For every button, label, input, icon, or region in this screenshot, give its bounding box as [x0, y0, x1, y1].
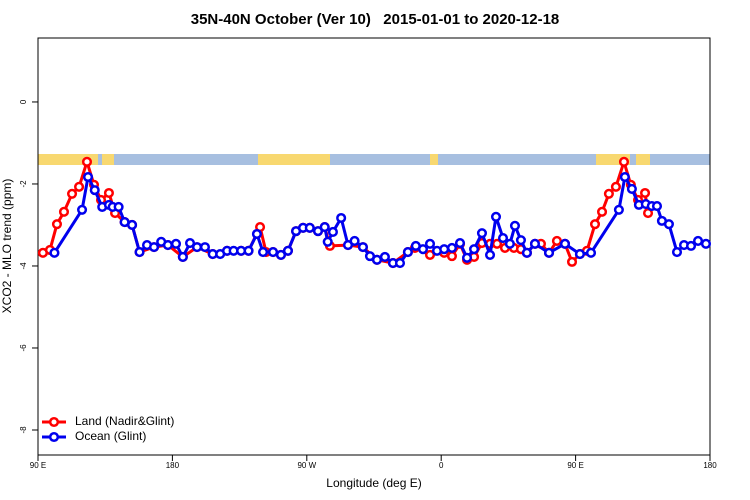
point — [424, 238, 436, 249]
point — [529, 238, 541, 249]
chart-title: 35N-40N October (Ver 10) 2015-01-01 to 2… — [191, 11, 560, 28]
point — [275, 249, 287, 260]
point — [379, 251, 390, 263]
point — [446, 251, 458, 262]
point — [446, 242, 458, 253]
point — [589, 219, 601, 230]
point — [319, 221, 330, 233]
point — [574, 249, 585, 260]
point — [191, 242, 203, 253]
point — [113, 201, 124, 212]
point — [170, 238, 182, 249]
point — [700, 238, 712, 249]
point — [77, 204, 88, 215]
point — [327, 226, 338, 237]
point — [454, 237, 466, 249]
point — [639, 187, 651, 199]
point — [484, 249, 496, 260]
point — [371, 254, 383, 265]
point — [74, 181, 85, 192]
point — [685, 240, 697, 251]
point — [268, 246, 279, 258]
point — [618, 156, 630, 167]
point — [585, 247, 597, 258]
point — [693, 235, 704, 247]
point — [461, 252, 473, 263]
legend-label: Ocean (Glint) — [75, 429, 146, 443]
y-tick-label: -4 — [19, 262, 28, 270]
point — [349, 235, 360, 247]
y-tick-label: -6 — [19, 344, 28, 352]
point — [476, 228, 488, 239]
point — [134, 246, 145, 258]
point — [551, 235, 562, 247]
point — [81, 156, 93, 167]
point — [543, 247, 555, 258]
x-axis-label: Longitude (deg E) — [326, 476, 421, 490]
x-tick-label: 180 — [166, 461, 180, 470]
point — [82, 171, 94, 183]
x-tick-label: 90 W — [297, 461, 316, 470]
point — [417, 244, 429, 255]
point — [357, 242, 368, 253]
point — [651, 201, 663, 212]
point — [566, 256, 578, 267]
point — [257, 246, 269, 258]
point — [177, 251, 188, 263]
land-ocean-strip — [38, 154, 710, 165]
x-tick-label: 180 — [703, 461, 717, 470]
point — [504, 238, 515, 249]
point — [199, 242, 211, 253]
point — [51, 219, 63, 230]
point — [424, 249, 436, 260]
point — [58, 206, 70, 217]
point — [251, 228, 262, 240]
y-tick-label: -2 — [19, 180, 28, 188]
point — [394, 258, 406, 269]
point — [243, 245, 254, 256]
point — [663, 219, 674, 230]
x-tick-label: 0 — [439, 461, 444, 470]
point — [671, 246, 683, 258]
legend: Land (Nadir&Glint)Ocean (Glint) — [42, 414, 174, 443]
point — [469, 244, 480, 255]
point — [322, 236, 333, 247]
x-tick-label: 90 E — [30, 461, 46, 470]
point — [490, 211, 502, 222]
point — [103, 187, 114, 199]
point — [49, 247, 60, 258]
point — [184, 237, 196, 249]
x-tick-label: 90 E — [567, 461, 583, 470]
legend-label: Land (Nadir&Glint) — [75, 414, 174, 428]
point — [596, 206, 608, 217]
point — [613, 204, 624, 215]
point — [559, 238, 571, 249]
point — [66, 188, 78, 199]
point — [515, 235, 526, 246]
point — [282, 245, 294, 256]
point — [626, 183, 637, 194]
point — [610, 181, 621, 192]
point — [497, 233, 509, 244]
point — [619, 171, 630, 183]
y-tick-label: 0 — [19, 99, 28, 104]
y-axis-label: XCO2 - MLO trend (ppm) — [0, 179, 14, 314]
point — [402, 246, 413, 258]
y-tick-label: -8 — [19, 426, 28, 434]
point — [603, 188, 614, 199]
point — [127, 219, 138, 231]
point — [162, 240, 173, 251]
point — [89, 185, 100, 196]
legend-swatch-marker — [48, 416, 60, 428]
point — [521, 247, 532, 258]
legend-swatch-marker — [48, 431, 60, 443]
point — [336, 212, 347, 224]
point — [439, 244, 450, 255]
point — [304, 222, 315, 233]
point — [509, 220, 521, 231]
point — [148, 242, 160, 253]
